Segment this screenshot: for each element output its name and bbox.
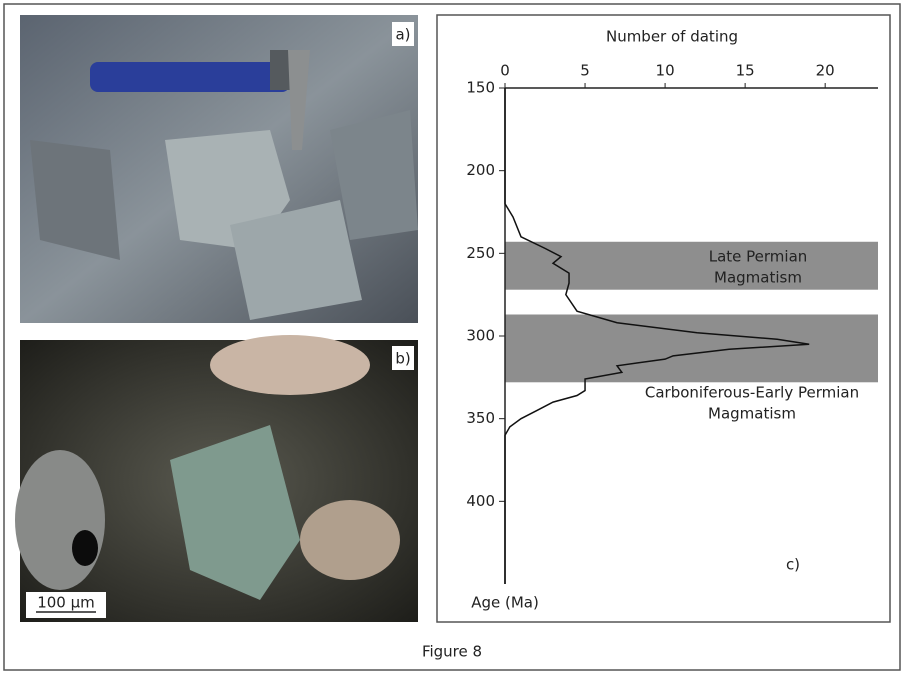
y-tick-label: 400 [466, 492, 495, 510]
y-tick-label: 350 [466, 409, 495, 427]
x-axis-label: Number of dating [606, 28, 738, 46]
caption: Figure 8 [422, 643, 482, 661]
scale-bar: 100 µm [37, 594, 95, 612]
x-tick-label: 20 [816, 62, 835, 80]
photo-b: b) 100 µm [15, 335, 418, 622]
age-band [505, 315, 878, 383]
age-band [505, 242, 878, 290]
y-axis-label: Age (Ma) [471, 594, 539, 612]
x-tick-label: 10 [656, 62, 675, 80]
panel-label: a) [395, 26, 410, 44]
x-tick-label: 0 [500, 62, 510, 80]
panel-label: b) [395, 350, 410, 368]
y-tick-label: 150 [466, 79, 495, 97]
x-tick-label: 15 [736, 62, 755, 80]
photo-a: a) [20, 15, 418, 323]
band-label: Magmatism [708, 405, 796, 423]
panel-label: c) [786, 556, 800, 574]
band-label: Carboniferous-Early Permian [645, 384, 859, 402]
band-label: Magmatism [714, 269, 802, 287]
figure: a) b) 100 µm Number of dating Age (Ma) c… [0, 0, 905, 675]
y-tick-label: 200 [466, 161, 495, 179]
band-label: Late Permian [709, 248, 808, 266]
y-tick-label: 250 [466, 244, 495, 262]
x-tick-label: 5 [580, 62, 590, 80]
y-tick-label: 300 [466, 327, 495, 345]
